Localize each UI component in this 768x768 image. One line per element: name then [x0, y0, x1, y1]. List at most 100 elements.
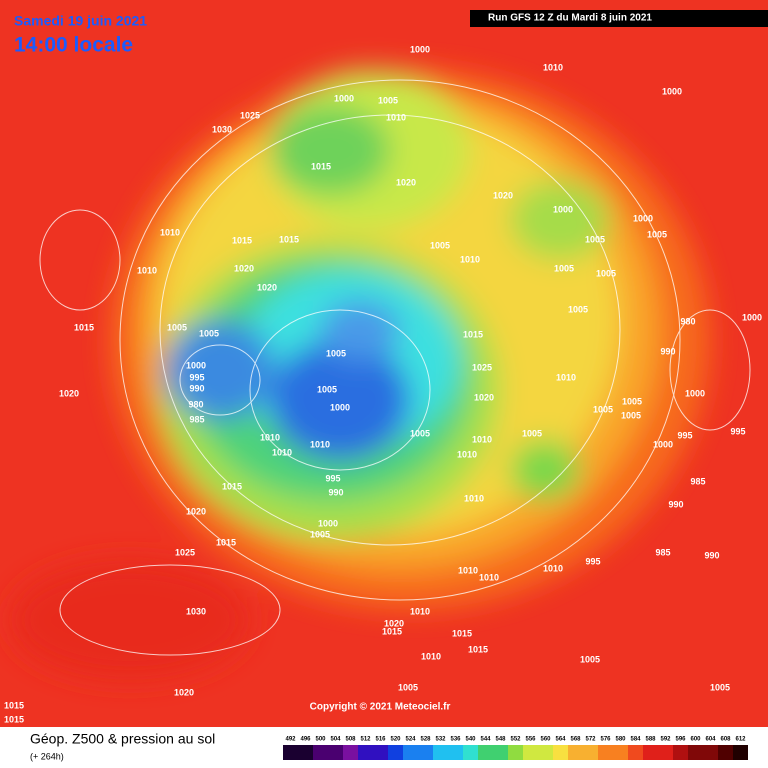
run-info: Run GFS 12 Z du Mardi 8 juin 2021 — [488, 13, 652, 24]
legend-level: 552 — [510, 737, 521, 743]
isobar-label: 985 — [690, 476, 705, 486]
legend-swatch — [598, 745, 613, 760]
isobar-label: 1015 — [232, 235, 252, 245]
legend-swatch — [508, 745, 523, 760]
isobar-label: 1010 — [410, 606, 430, 616]
isobar-label: 1010 — [458, 565, 478, 575]
legend-swatch — [283, 745, 298, 760]
legend-swatch — [658, 745, 673, 760]
legend-swatch — [703, 745, 718, 760]
isobar-label: 1005 — [522, 428, 542, 438]
legend-swatch — [553, 745, 568, 760]
isobar-label: 1005 — [593, 404, 613, 414]
legend-swatch — [568, 745, 583, 760]
isobar-label: 1005 — [398, 682, 418, 692]
legend-level: 572 — [585, 737, 596, 743]
legend-level: 496 — [300, 737, 311, 743]
legend-swatch — [463, 745, 478, 760]
isobar-label: 1010 — [460, 254, 480, 264]
isobar-label: 1005 — [710, 682, 730, 692]
isobar-label: 1020 — [59, 388, 79, 398]
legend-level: 516 — [375, 737, 386, 743]
isobar-label: 995 — [189, 372, 204, 382]
isobar-label: 1010 — [310, 439, 330, 449]
isobar-label: 985 — [655, 547, 670, 557]
isobar-label: 1000 — [186, 360, 206, 370]
isobar-label: 1010 — [457, 449, 477, 459]
copyright: Copyright © 2021 Meteociel.fr — [310, 702, 451, 713]
isobar-label: 1015 — [311, 161, 331, 171]
isobar-label: 1010 — [386, 112, 406, 122]
isobar-label: 1020 — [474, 392, 494, 402]
legend-level: 596 — [675, 737, 686, 743]
isobar-label: 1010 — [472, 434, 492, 444]
isobar-label: 1005 — [317, 384, 337, 394]
isobar-label: 1005 — [310, 529, 330, 539]
legend-title: Géop. Z500 & pression au sol — [30, 731, 215, 747]
isobar-label: 1015 — [452, 628, 472, 638]
isobar-label: 1005 — [167, 322, 187, 332]
legend-level: 584 — [630, 737, 641, 743]
isobar-label: 1010 — [543, 563, 563, 573]
isobar-label: 1000 — [553, 204, 573, 214]
isobar-label: 1020 — [396, 177, 416, 187]
isobar-label: 1000 — [742, 312, 762, 322]
isobar-label: 1025 — [175, 547, 195, 557]
isobar-label: 1015 — [468, 644, 488, 654]
isobar-label: 1010 — [272, 447, 292, 457]
legend-swatch — [328, 745, 343, 760]
legend-level: 536 — [450, 737, 461, 743]
isobar-label: 1020 — [186, 506, 206, 516]
isobar-label: 1020 — [257, 282, 277, 292]
isobar-label: 1005 — [580, 654, 600, 664]
legend-level: 612 — [735, 737, 746, 743]
isobar-label: 1015 — [382, 626, 402, 636]
isobar-label: 1015 — [463, 329, 483, 339]
legend-swatch — [688, 745, 703, 760]
isobar-label: 995 — [677, 430, 692, 440]
legend-level: 568 — [570, 737, 581, 743]
isobar-label: 1020 — [234, 263, 254, 273]
isobar-label: 1015 — [279, 234, 299, 244]
isobar-label: 1010 — [479, 572, 499, 582]
legend-level: 528 — [420, 737, 431, 743]
isobar-label: 980 — [680, 316, 695, 326]
legend-swatch — [583, 745, 598, 760]
isobar-label: 1000 — [653, 439, 673, 449]
legend-level: 540 — [465, 737, 476, 743]
legend-swatch — [358, 745, 373, 760]
legend-swatch — [613, 745, 628, 760]
isobar-label: 1005 — [647, 229, 667, 239]
isobar-label: 1005 — [568, 304, 588, 314]
isobar-label: 1020 — [493, 190, 513, 200]
isobar-label: 990 — [328, 487, 343, 497]
legend-swatch — [718, 745, 733, 760]
legend-swatch — [313, 745, 328, 760]
legend-swatch — [373, 745, 388, 760]
isobar-label: 1010 — [421, 651, 441, 661]
isobar-label: 1015 — [4, 714, 24, 724]
legend-level: 608 — [720, 737, 731, 743]
legend-level: 524 — [405, 737, 416, 743]
legend-level: 492 — [285, 737, 296, 743]
legend-level: 508 — [345, 737, 356, 743]
isobar-label: 990 — [189, 383, 204, 393]
isobar-label: 980 — [188, 399, 203, 409]
local-time: 14:00 locale — [14, 34, 133, 57]
isobar-label: 1005 — [430, 240, 450, 250]
isobar-label: 1005 — [378, 95, 398, 105]
isobar-label: 1020 — [384, 618, 404, 628]
isobar-label: 1005 — [199, 328, 219, 338]
legend-level: 548 — [495, 737, 506, 743]
legend-level: 604 — [705, 737, 716, 743]
legend-level: 580 — [615, 737, 626, 743]
legend-swatch — [673, 745, 688, 760]
isobar-label: 985 — [189, 414, 204, 424]
isobar-label: 1000 — [662, 86, 682, 96]
isobar-label: 1000 — [330, 402, 350, 412]
legend-level: 556 — [525, 737, 536, 743]
legend-swatch — [433, 745, 448, 760]
isobar-label: 995 — [585, 556, 600, 566]
date: Samedi 19 juin 2021 — [14, 13, 147, 29]
